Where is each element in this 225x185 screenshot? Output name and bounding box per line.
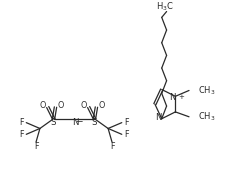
Text: H$_3$C: H$_3$C (155, 0, 173, 13)
Text: F: F (34, 142, 38, 152)
Text: F: F (124, 118, 128, 127)
Text: CH$_3$: CH$_3$ (197, 110, 214, 123)
Text: S: S (91, 118, 97, 127)
Text: F: F (19, 130, 24, 139)
Text: N: N (71, 118, 78, 127)
Text: CH$_3$: CH$_3$ (197, 84, 214, 97)
Text: O: O (98, 101, 104, 110)
Text: F: F (19, 118, 24, 127)
Text: N: N (155, 113, 161, 122)
Text: F: F (124, 130, 128, 139)
Text: O: O (57, 101, 63, 110)
Text: −: − (75, 116, 82, 125)
Text: O: O (80, 101, 87, 110)
Text: O: O (39, 101, 46, 110)
Text: S: S (51, 118, 56, 127)
Text: N: N (169, 93, 175, 102)
Text: F: F (109, 142, 114, 152)
Text: +: + (178, 94, 183, 100)
